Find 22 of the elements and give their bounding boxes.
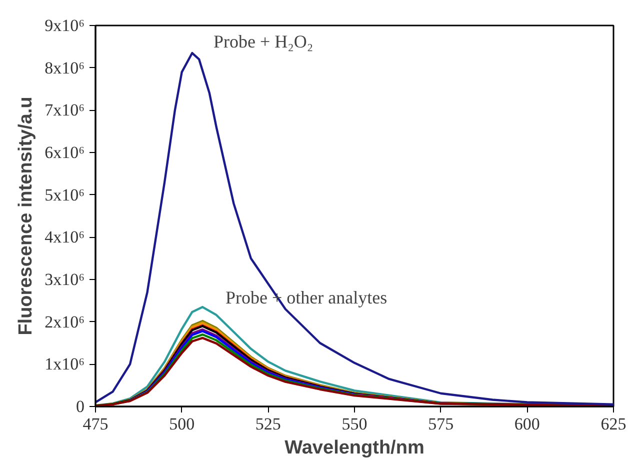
y-axis-title: Fluorescence intensity/a.u — [16, 96, 37, 336]
x-tick-label: 500 — [169, 414, 195, 434]
y-tick-label: 5x10⁶ — [44, 185, 85, 204]
y-tick-label: 0 — [76, 397, 84, 416]
y-tick-label: 8x10⁶ — [44, 58, 85, 78]
y-tick-label: 1x10⁶ — [44, 354, 85, 374]
y-tick-label: 4x10⁶ — [44, 228, 85, 247]
x-tick-label: 575 — [428, 414, 454, 434]
x-tick-label: 525 — [255, 414, 281, 434]
y-tick-label: 3x10⁶ — [44, 270, 85, 289]
x-tick-label: 475 — [82, 414, 108, 434]
y-tick-label: 9x10⁶ — [44, 16, 85, 35]
y-tick-label: 2x10⁶ — [44, 312, 85, 332]
x-tick-label: 550 — [342, 414, 368, 434]
x-tick-label: 600 — [514, 414, 540, 434]
y-tick-label: 6x10⁶ — [44, 143, 85, 162]
y-tick-label: 7x10⁶ — [44, 100, 85, 120]
line-series — [146, 324, 322, 392]
x-axis-title: Wavelength/nm — [284, 438, 424, 458]
annotation: Probe + H₂O₂ — [214, 32, 314, 52]
line-series — [128, 330, 356, 402]
x-tick-label: 625 — [600, 414, 626, 434]
